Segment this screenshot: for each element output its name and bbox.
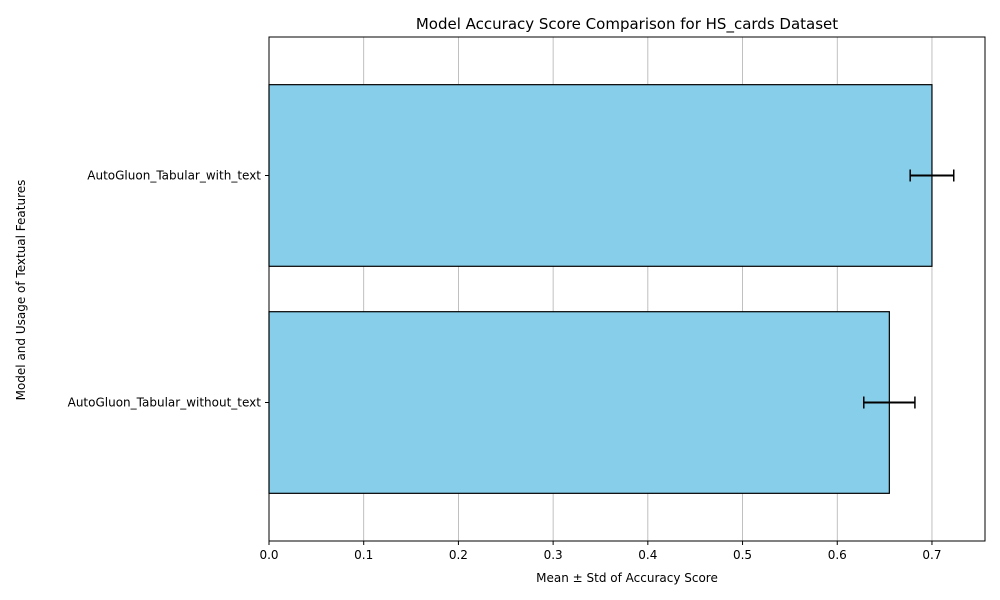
axis-layer: AutoGluon_Tabular_with_text AutoGluon_Tab… xyxy=(68,36,986,562)
y-axis-label: Model and Usage of Textual Features xyxy=(14,180,28,401)
x-tick-label: 0.4 xyxy=(638,548,657,562)
plot-frame xyxy=(268,36,986,542)
y-tick-label: AutoGluon_Tabular_with_text xyxy=(87,168,261,182)
bar xyxy=(268,84,933,267)
x-tick-label: 0.3 xyxy=(544,548,563,562)
y-tick-label: AutoGluon_Tabular_without_text xyxy=(68,396,262,410)
chart-title: Model Accuracy Score Comparison for HS_c… xyxy=(416,15,838,34)
x-tick-label: 0.0 xyxy=(259,548,278,562)
bar xyxy=(268,311,890,494)
x-tick-label: 0.7 xyxy=(922,548,941,562)
x-tick-label: 0.2 xyxy=(449,548,468,562)
x-axis-label: Mean ± Std of Accuracy Score xyxy=(536,571,718,585)
bar-layer xyxy=(268,84,955,494)
x-tick-label: 0.6 xyxy=(828,548,847,562)
x-tick-label: 0.5 xyxy=(733,548,752,562)
x-tick-label: 0.1 xyxy=(354,548,373,562)
